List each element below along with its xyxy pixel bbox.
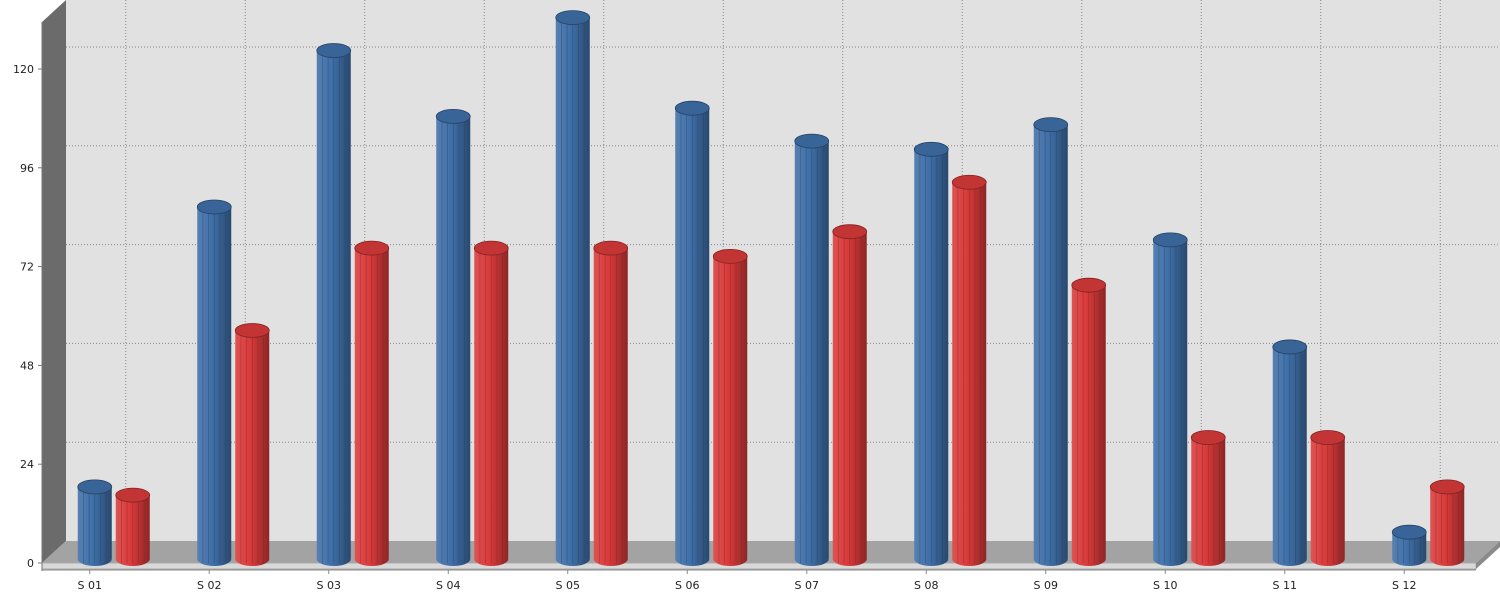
bar bbox=[1152, 232, 1188, 566]
bar-cap bbox=[913, 141, 949, 157]
bar bbox=[1272, 339, 1308, 566]
bar-cap bbox=[196, 199, 232, 215]
bar bbox=[1310, 430, 1346, 566]
bar-cap bbox=[115, 487, 151, 503]
x-tick-label: S 12 bbox=[1392, 579, 1416, 592]
x-tick-label: S 08 bbox=[914, 579, 938, 592]
bar bbox=[316, 43, 352, 567]
y-tick-label: 72 bbox=[20, 261, 34, 274]
x-tick-label: S 10 bbox=[1153, 579, 1177, 592]
x-tick-label: S 11 bbox=[1273, 579, 1297, 592]
y-axis: 0 24 48 72 96 120 bbox=[13, 22, 43, 571]
y-tick-label: 120 bbox=[13, 63, 34, 76]
bar-cap bbox=[555, 10, 591, 26]
y-tick-label: 24 bbox=[20, 458, 34, 471]
y-tick-label: 0 bbox=[27, 557, 34, 570]
bar-cap bbox=[473, 240, 509, 256]
bar-cap bbox=[354, 240, 390, 256]
bar bbox=[1429, 479, 1465, 566]
bar-cap bbox=[435, 109, 471, 124]
bar-cap bbox=[234, 323, 270, 338]
x-tick-label: S 06 bbox=[675, 579, 699, 592]
bar bbox=[354, 240, 390, 566]
bar-cap bbox=[794, 133, 830, 149]
bar bbox=[913, 141, 949, 567]
bar-cap bbox=[593, 240, 629, 256]
bar bbox=[1071, 277, 1107, 566]
left-wall bbox=[42, 0, 66, 563]
bar bbox=[794, 133, 830, 566]
bar-cap bbox=[1310, 430, 1346, 445]
bar-cap bbox=[77, 479, 113, 495]
x-tick-label: S 02 bbox=[197, 579, 221, 592]
bar bbox=[832, 224, 868, 566]
y-tick-label: 96 bbox=[20, 162, 34, 175]
grid-lines bbox=[66, 0, 1500, 541]
bar-cap bbox=[1152, 232, 1188, 248]
bar bbox=[712, 248, 748, 566]
bar bbox=[234, 323, 270, 566]
bar bbox=[1391, 524, 1427, 566]
bar bbox=[555, 10, 591, 567]
bar-cap bbox=[674, 100, 710, 116]
bar bbox=[951, 174, 987, 566]
bar-cap bbox=[1033, 117, 1069, 133]
bar bbox=[593, 240, 629, 566]
floor-edge-side bbox=[1476, 541, 1500, 569]
bar-cap bbox=[1429, 479, 1465, 495]
x-tick-label: S 05 bbox=[556, 579, 580, 592]
x-tick-label: S 07 bbox=[795, 579, 819, 592]
x-tick-label: S 04 bbox=[436, 579, 460, 592]
x-axis: S 01 S 02 S 03 S 04 S 05 S 06 S 07 S 08 S 09 S 10… bbox=[42, 569, 1476, 592]
x-tick-label: S 03 bbox=[317, 579, 341, 592]
x-tick-label: S 01 bbox=[78, 579, 102, 592]
bar-cap bbox=[951, 174, 987, 190]
bar-cap bbox=[832, 224, 868, 240]
chart-walls bbox=[41, 0, 1500, 570]
bar bbox=[674, 100, 710, 567]
bar bbox=[1190, 430, 1226, 566]
bar bbox=[435, 109, 471, 567]
y-tick-label: 48 bbox=[20, 359, 34, 372]
bar bbox=[473, 240, 509, 566]
bar-cap bbox=[1190, 430, 1226, 445]
floor bbox=[42, 541, 1500, 563]
bar bbox=[1033, 117, 1069, 566]
bar-cap bbox=[1071, 277, 1107, 293]
bars bbox=[77, 10, 1465, 567]
x-tick-label: S 09 bbox=[1034, 579, 1058, 592]
bar bbox=[196, 199, 232, 566]
bar-cap bbox=[1272, 339, 1308, 355]
back-wall bbox=[66, 0, 1500, 541]
bar-cap bbox=[712, 248, 748, 264]
bar bbox=[115, 487, 151, 566]
bar bbox=[77, 479, 113, 566]
bar-cap bbox=[316, 43, 352, 58]
bar-cap bbox=[1391, 524, 1427, 540]
